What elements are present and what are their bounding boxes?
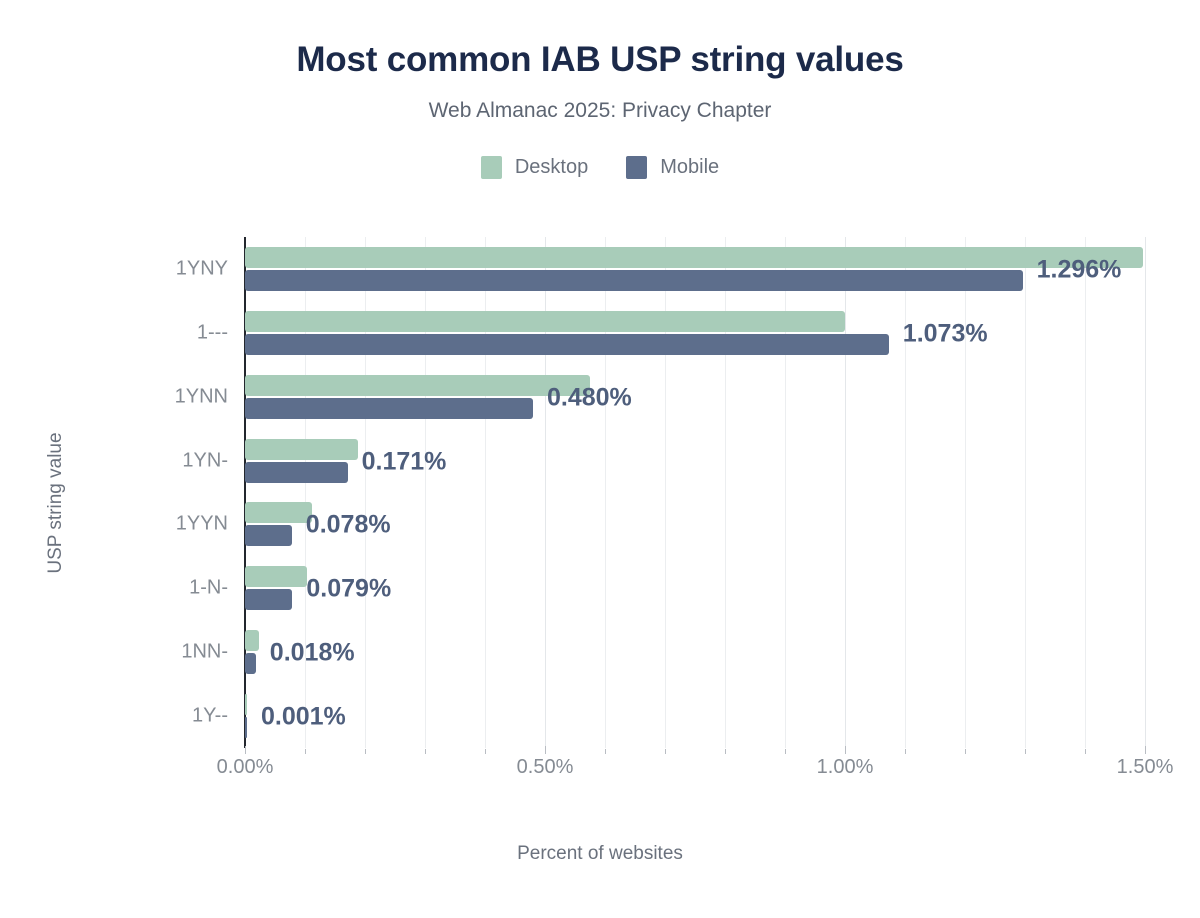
chart-title: Most common IAB USP string values (296, 40, 904, 79)
legend-label-desktop: Desktop (514, 156, 589, 178)
y-axis-label-1YYN: 1YYN (175, 512, 228, 535)
bar-mobile-1YN-[interactable] (245, 461, 348, 483)
bar-mobile-1YNN[interactable] (245, 397, 533, 419)
y-axis-label-1YNN: 1YNN (174, 385, 228, 408)
bar-value-label-1YN-: 0.171% (361, 447, 447, 476)
y-axis-label-1Y--: 1Y-- (192, 704, 228, 727)
y-axis-categories: 1YNY 1--- 1YNN 1YN- 1YYN 1-N- 1NN- 1Y-- (100, 237, 228, 748)
x-tick-label-1.00%: 1.00% (816, 756, 874, 778)
gridline (605, 237, 606, 748)
x-minor-tick-mark (305, 749, 306, 754)
x-tick-label-0.50%: 0.50% (516, 756, 574, 778)
bar-rows: 1.296% 1.073% 0.480% 0.171% 0.078% 0.079% 0.01… (245, 237, 1145, 748)
x-minor-tick-mark (725, 749, 726, 754)
x-minor-tick-mark (1085, 749, 1086, 754)
gridline (1085, 237, 1086, 748)
bar-desktop-1YYN[interactable] (245, 502, 312, 524)
bar-desktop-1YNN[interactable] (245, 374, 590, 396)
x-tick-label-1.50%: 1.50% (1116, 756, 1174, 778)
x-minor-tick-mark (365, 749, 366, 754)
bar-value-label-1YYN: 0.078% (305, 510, 391, 539)
gridline (725, 237, 726, 748)
legend-swatch-mobile (626, 156, 648, 179)
x-minor-tick-mark (785, 749, 786, 754)
gridline (485, 237, 486, 748)
bar-mobile-1Y--[interactable] (245, 717, 247, 739)
legend-swatch-desktop (480, 156, 502, 179)
bar-value-label-1-N-: 0.079% (306, 574, 392, 603)
y-axis-label-1YNY: 1YNY (175, 257, 228, 280)
bar-mobile-1YYN[interactable] (245, 525, 292, 547)
chart-legend: Desktop Mobile (0, 156, 1200, 179)
x-tick-mark (545, 746, 546, 754)
x-tick-label-0.00%: 0.00% (216, 756, 274, 778)
x-tick-mark (1145, 746, 1146, 754)
bar-desktop-1YN-[interactable] (245, 438, 358, 460)
y-axis-label-1-N-: 1-N- (189, 576, 228, 599)
y-axis-title: USP string value (45, 432, 66, 574)
gridline (785, 237, 786, 748)
bar-desktop-1YNY[interactable] (245, 246, 1143, 268)
bar-mobile-1YNY[interactable] (245, 269, 1023, 291)
bar-value-label-1Y--: 0.001% (261, 702, 346, 731)
x-axis-title: Percent of websites (517, 843, 683, 864)
gridline (845, 237, 846, 748)
x-axis-ticks: 0.00% 0.50% 1.00% 1.50% (217, 746, 1173, 786)
x-minor-tick-mark (905, 749, 906, 754)
bar-value-label-1NN-: 0.018% (269, 638, 355, 667)
legend-item-mobile[interactable]: Mobile (626, 156, 719, 179)
bar-desktop-1NN-[interactable] (245, 630, 259, 652)
bar-mobile-1NN-[interactable] (245, 653, 256, 675)
bar-value-label-1YNY: 1.296% (1036, 255, 1122, 284)
y-axis-label-1YN-: 1YN- (182, 449, 228, 472)
x-minor-tick-mark (665, 749, 666, 754)
chart-subtitle: Web Almanac 2025: Privacy Chapter (428, 99, 772, 122)
bar-value-label-1YNN: 0.480% (547, 383, 632, 412)
gridline (545, 237, 546, 748)
y-axis-line (244, 237, 246, 748)
legend-item-desktop[interactable]: Desktop (480, 156, 589, 179)
gridline (365, 237, 366, 748)
plot-area: 1.296% 1.073% 0.480% 0.171% 0.078% 0.079% 0.01… (244, 237, 1146, 748)
x-minor-tick-mark (425, 749, 426, 754)
x-tick-mark (245, 746, 246, 754)
y-axis-label-1NN-: 1NN- (181, 640, 228, 663)
bar-desktop-1-N-[interactable] (245, 566, 308, 588)
y-axis-label-1---: 1--- (196, 321, 228, 344)
bar-desktop-1---[interactable] (245, 310, 845, 332)
gridline (1145, 237, 1146, 748)
gridline (305, 237, 306, 748)
bar-value-label-1---: 1.073% (902, 319, 988, 348)
x-tick-mark (845, 746, 846, 754)
gridline (425, 237, 426, 748)
gridline (965, 237, 966, 748)
bar-desktop-1Y--[interactable] (245, 694, 247, 716)
x-minor-tick-mark (605, 749, 606, 754)
gridline (1025, 237, 1026, 748)
gridline (665, 237, 666, 748)
x-minor-tick-mark (485, 749, 486, 754)
legend-label-mobile: Mobile (660, 156, 720, 178)
bar-mobile-1---[interactable] (245, 333, 889, 355)
x-minor-tick-mark (965, 749, 966, 754)
gridline (905, 237, 906, 748)
x-minor-tick-mark (1025, 749, 1026, 754)
bar-mobile-1-N-[interactable] (245, 589, 293, 611)
